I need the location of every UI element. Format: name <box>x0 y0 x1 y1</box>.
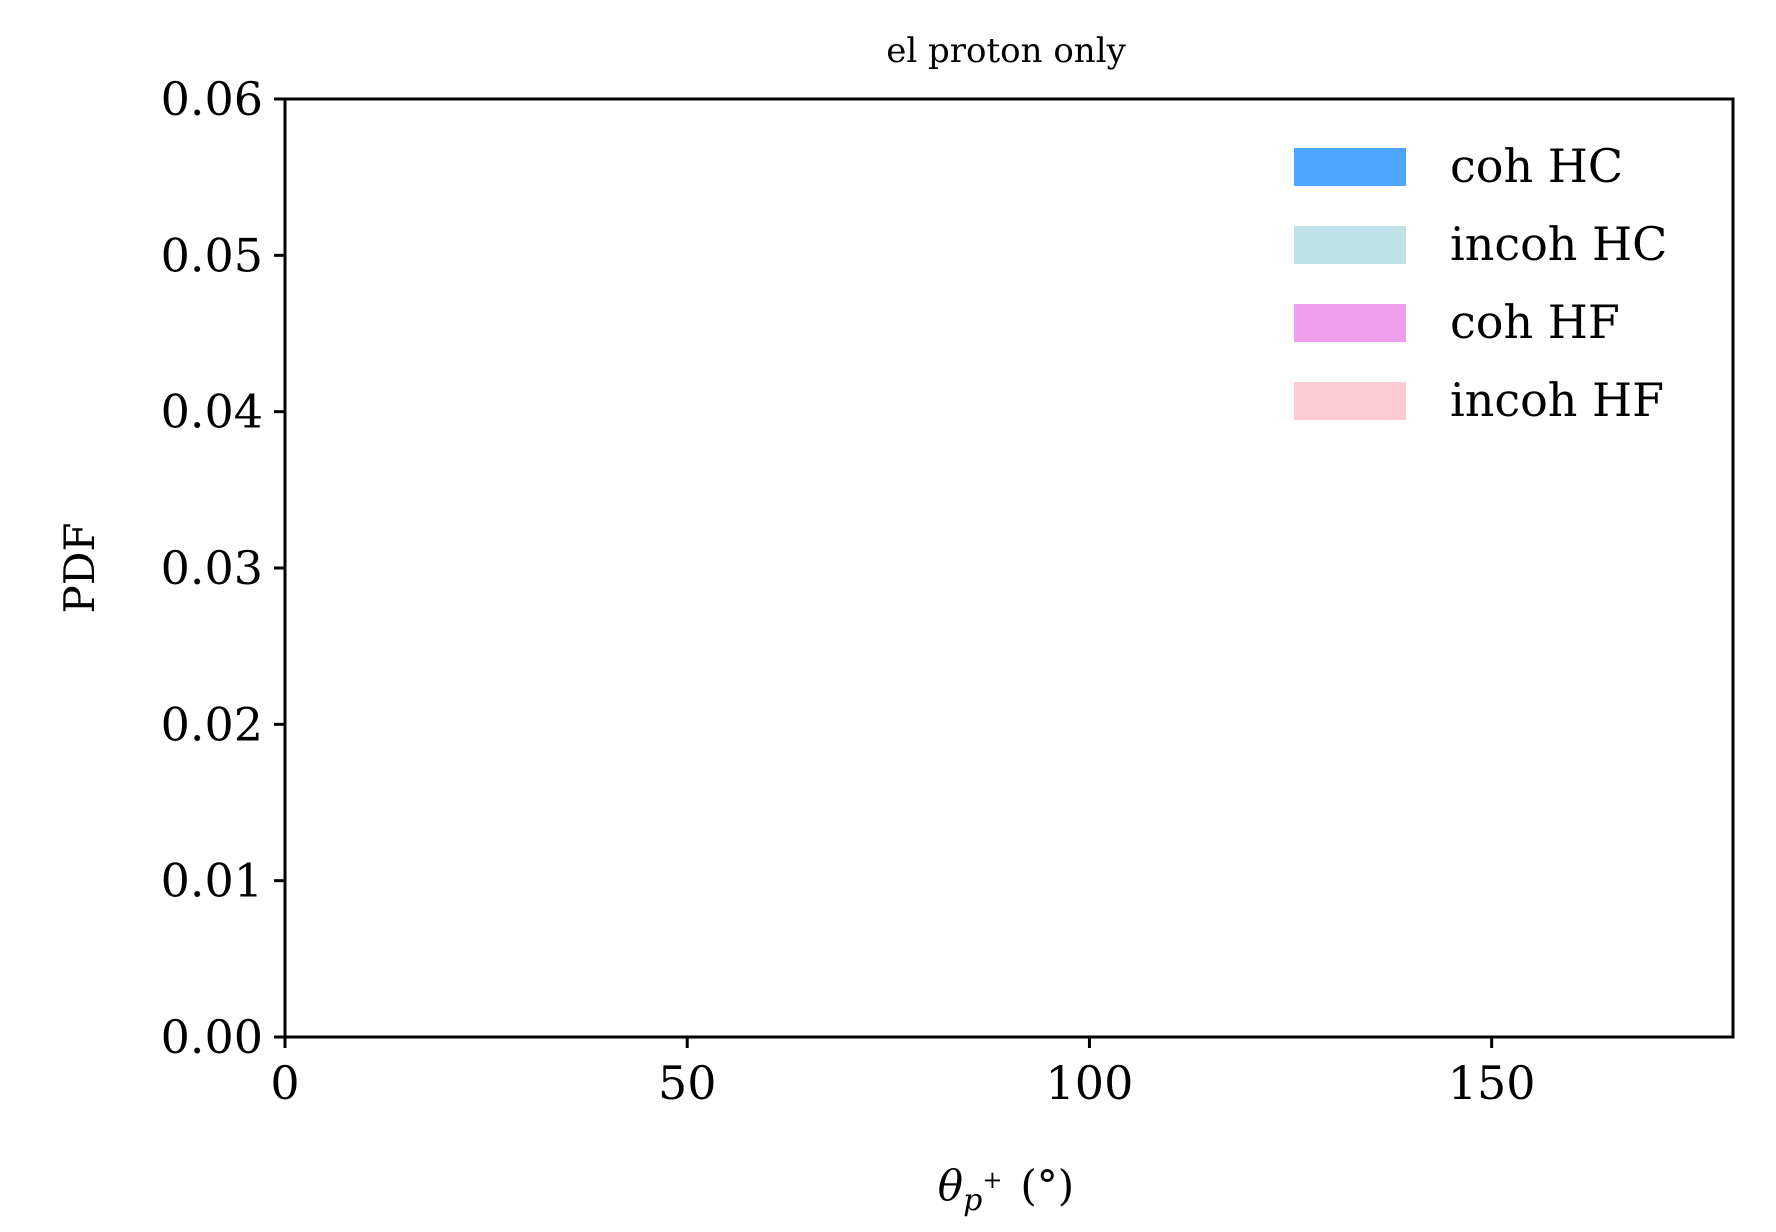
y-tick-label: 0.03 <box>161 541 263 595</box>
legend-swatch <box>1294 148 1406 186</box>
legend-swatch <box>1294 382 1406 420</box>
y-tick-label: 0.04 <box>161 385 263 439</box>
legend-label: coh HC <box>1450 139 1623 193</box>
x-axis-label-superscript: + <box>982 1166 1002 1194</box>
y-axis-label: PDF <box>55 522 104 613</box>
x-axis-label-unit: (°) <box>1020 1161 1074 1210</box>
x-axis-label-symbol: θ <box>938 1161 963 1210</box>
x-axis-ticks: 0 50 100 150 <box>270 1037 1536 1110</box>
y-tick-label: 0.06 <box>161 72 263 126</box>
legend-label: coh HF <box>1450 295 1620 349</box>
y-axis-ticks: 0.00 0.01 0.02 0.03 0.04 0.05 0.06 <box>161 72 285 1064</box>
y-tick-label: 0.05 <box>161 228 263 282</box>
plot-area-frame <box>283 97 1735 1039</box>
y-tick-label: 0.01 <box>161 854 263 908</box>
y-tick-label: 0.02 <box>161 697 263 751</box>
x-tick-label: 0 <box>270 1056 299 1110</box>
x-tick-label: 100 <box>1046 1056 1134 1110</box>
x-axis-label: θp+ (°) <box>938 1161 1074 1218</box>
chart-title: el proton only <box>886 31 1126 71</box>
legend-swatch <box>1294 226 1406 264</box>
y-tick-label: 0.00 <box>161 1010 263 1064</box>
x-axis-label-subscript: p <box>963 1183 982 1218</box>
x-tick-label: 50 <box>658 1056 717 1110</box>
legend-label: incoh HF <box>1450 373 1664 427</box>
legend-swatch <box>1294 304 1406 342</box>
legend: coh HC incoh HC coh HF incoh HF <box>1294 139 1667 427</box>
x-tick-label: 150 <box>1448 1056 1536 1110</box>
legend-label: incoh HC <box>1450 217 1667 271</box>
